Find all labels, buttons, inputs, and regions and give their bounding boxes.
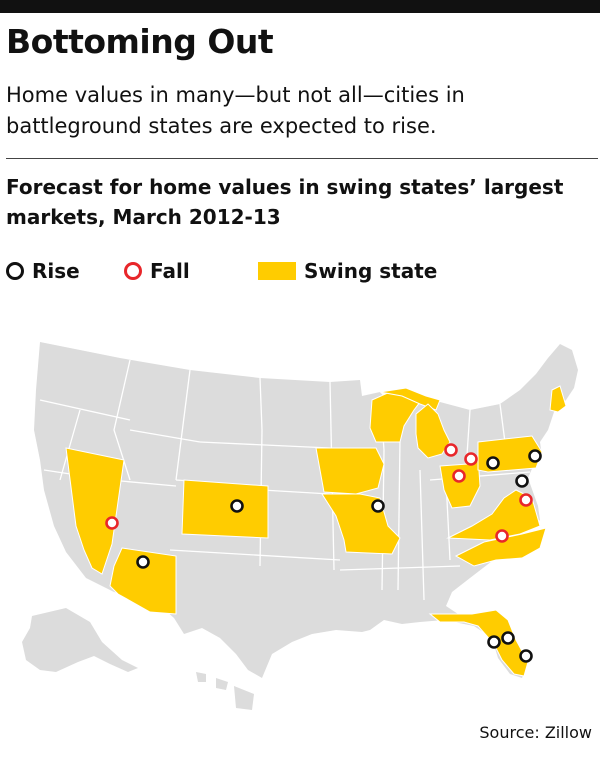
legend-fall: Fall	[124, 256, 190, 286]
state-arizona	[109, 547, 177, 615]
market-marker-virginia-rise	[515, 474, 529, 488]
fall-marker-icon	[124, 262, 142, 280]
hawaii-1	[196, 672, 206, 682]
legend-rise: Rise	[6, 256, 80, 286]
us-map	[22, 342, 578, 710]
dek: Home values in many—but not all—cities i…	[6, 83, 465, 138]
source-note: Source: Zillow	[479, 723, 592, 742]
legend-swing: Swing state	[258, 256, 437, 286]
market-marker-north-carolina-fall	[495, 529, 509, 543]
market-markers	[105, 443, 542, 663]
swing-states	[65, 385, 567, 677]
market-marker-missouri-rise	[371, 499, 385, 513]
top-bar	[0, 0, 600, 13]
legend-fall-label: Fall	[150, 259, 190, 283]
divider	[6, 158, 598, 159]
headline: Bottoming Out	[6, 22, 274, 61]
legend-rise-label: Rise	[32, 259, 80, 283]
market-marker-florida-rise-1	[501, 631, 515, 645]
state-michigan-upper	[379, 387, 441, 411]
market-marker-pennsylvania-rise-1	[486, 456, 500, 470]
hawaii-2	[216, 678, 228, 690]
state-iowa	[315, 447, 385, 495]
market-marker-ohio-fall-1	[464, 452, 478, 466]
legend-swing-label: Swing state	[304, 259, 438, 283]
alaska	[22, 608, 138, 672]
hawaii-3	[234, 686, 254, 710]
state-nevada	[65, 447, 125, 575]
market-marker-michigan-fall	[444, 443, 458, 457]
state-florida	[428, 609, 529, 677]
state-colorado	[181, 479, 269, 539]
swing-state-swatch	[258, 262, 296, 280]
market-marker-virginia-fall	[519, 493, 533, 507]
state-new-hampshire	[549, 385, 567, 413]
market-marker-florida-rise-2	[487, 635, 501, 649]
market-marker-colorado-rise	[230, 499, 244, 513]
map-subtitle: Forecast for home values in swing states…	[6, 175, 564, 229]
rise-marker-icon	[6, 262, 24, 280]
market-marker-nevada-fall	[105, 516, 119, 530]
market-marker-ohio-fall-2	[452, 469, 466, 483]
market-marker-florida-rise-3	[519, 649, 533, 663]
legend: Rise Fall Swing state	[6, 256, 596, 286]
market-marker-pennsylvania-rise-2	[528, 449, 542, 463]
market-marker-arizona-rise	[136, 555, 150, 569]
